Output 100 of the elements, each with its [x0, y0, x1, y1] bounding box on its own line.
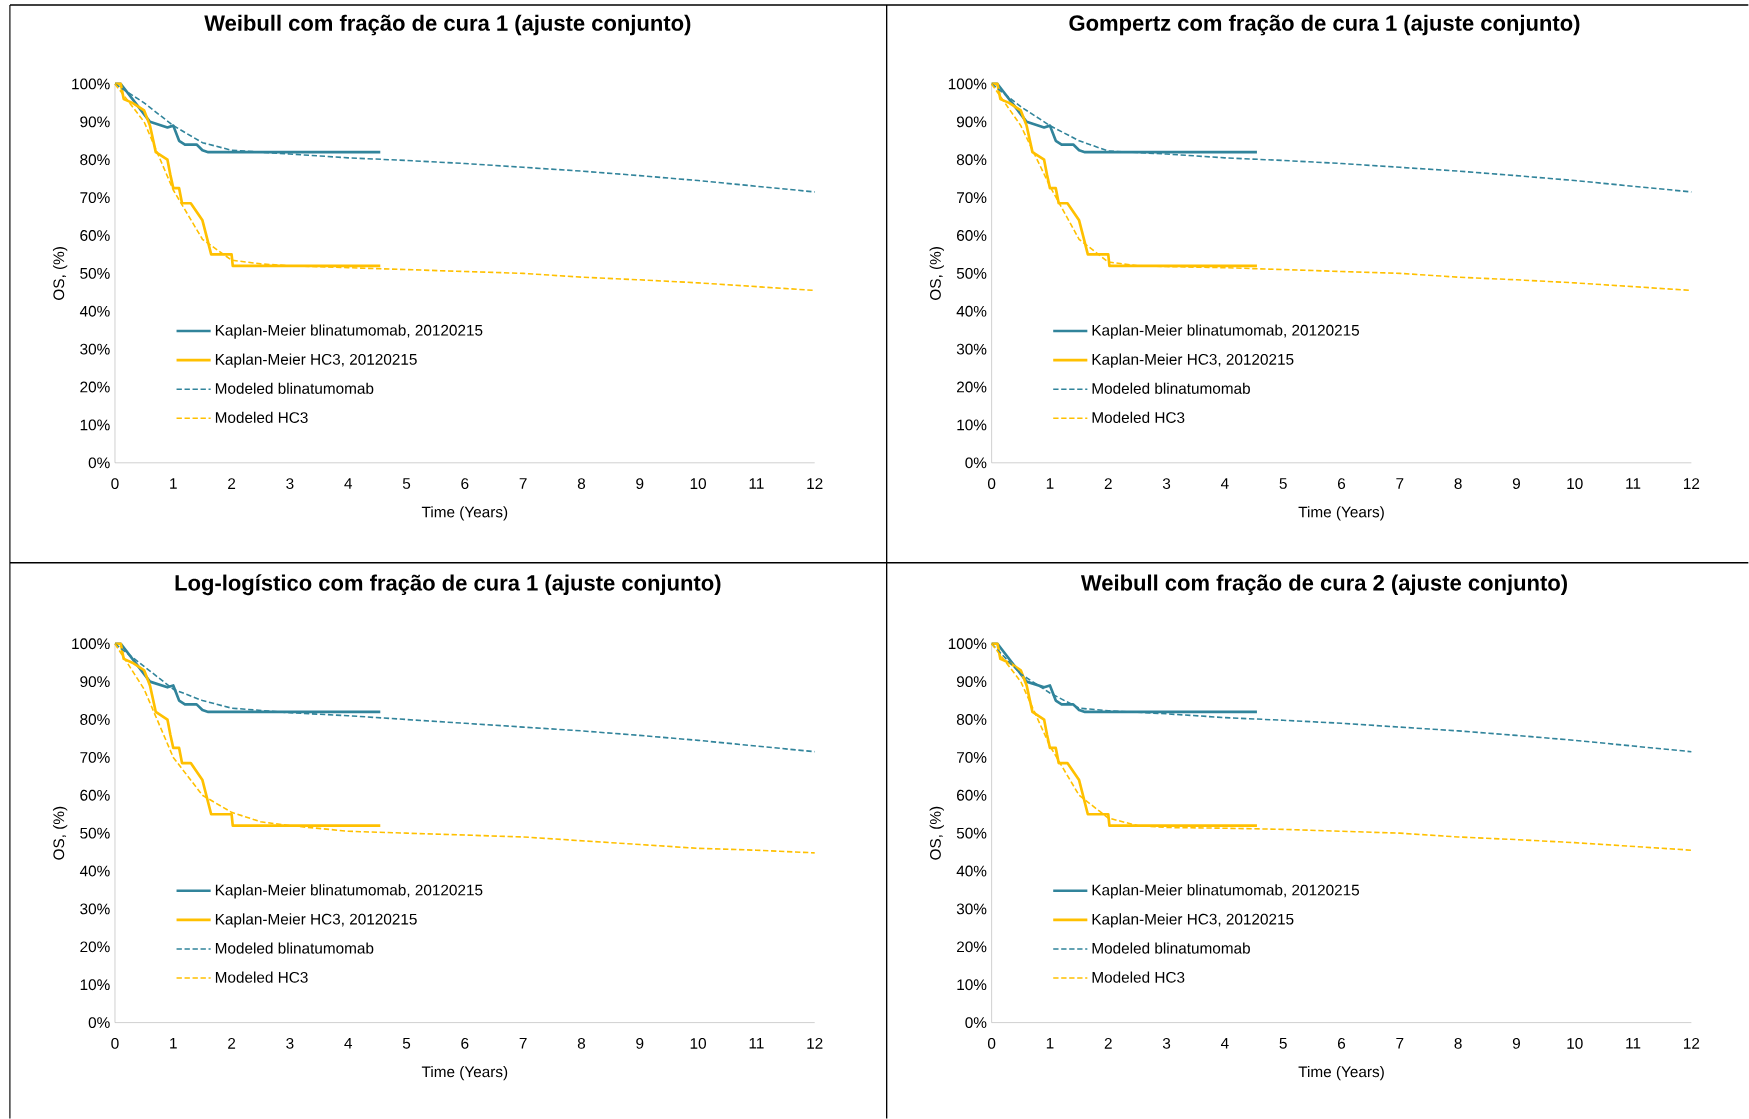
y-tick-label: 100%	[72, 638, 110, 650]
x-tick-label: 11	[749, 1037, 764, 1049]
x-tick-label: 2	[1104, 1037, 1112, 1049]
x-tick-label: 7	[519, 1037, 527, 1049]
legend-label: Kaplan-Meier HC3, 20120215	[215, 913, 417, 928]
x-tick-label: 9	[1512, 478, 1520, 489]
x-tick-label: 7	[519, 478, 527, 489]
x-tick-label: 3	[1162, 478, 1171, 489]
y-axis-title: OS, (%)	[52, 806, 68, 860]
chart-title: Weibull com fração de cura 1 (ajuste conjunto)	[204, 14, 691, 36]
y-tick-label: 80%	[80, 154, 110, 166]
x-axis-title: Time (Years)	[1298, 506, 1384, 521]
y-tick-label: 40%	[956, 865, 987, 877]
x-tick-label: 4	[1220, 478, 1229, 489]
legend-label: Modeled HC3	[215, 411, 308, 423]
x-tick-label: 1	[170, 478, 177, 489]
y-tick-label: 10%	[957, 419, 987, 431]
y-tick-label: 80%	[80, 713, 110, 725]
x-tick-label: 2	[228, 478, 236, 489]
x-tick-label: 5	[402, 478, 411, 489]
x-tick-label: 0	[987, 478, 996, 489]
x-tick-label: 12	[807, 478, 823, 489]
legend-label: Kaplan-Meier blinatumomab, 20120215	[215, 884, 483, 899]
y-tick-label: 70%	[80, 751, 110, 763]
x-tick-label: 8	[577, 1037, 586, 1049]
x-tick-label: 10	[690, 478, 706, 489]
x-tick-label: 3	[286, 1037, 294, 1049]
x-tick-label: 6	[1338, 1037, 1346, 1049]
y-tick-label: 0%	[965, 1017, 987, 1028]
y-tick-label: 40%	[79, 305, 110, 317]
x-tick-label: 3	[286, 478, 294, 489]
x-tick-label: 12	[807, 1037, 823, 1049]
y-tick-label: 50%	[80, 827, 110, 839]
y-tick-label: 100%	[948, 638, 987, 650]
legend-label: Kaplan-Meier HC3, 20120215	[1092, 913, 1294, 928]
x-tick-label: 1	[1046, 1037, 1054, 1049]
y-tick-label: 50%	[956, 267, 987, 279]
y-tick-label: 10%	[957, 979, 987, 991]
x-tick-label: 12	[1684, 1037, 1700, 1049]
y-tick-label: 60%	[80, 789, 110, 801]
y-tick-label: 30%	[956, 903, 987, 915]
y-tick-label: 70%	[957, 192, 987, 203]
legend-label: Modeled blinatumomab	[1092, 382, 1250, 394]
x-tick-label: 5	[402, 1037, 411, 1049]
x-axis-title: Time (Years)	[421, 506, 508, 521]
legend-label: Modeled HC3	[215, 971, 308, 983]
chart-title: Log-logístico com fração de cura 1 (ajuste conjunto)	[175, 574, 721, 596]
x-tick-label: 8	[1454, 478, 1462, 489]
legend-label: Kaplan-Meier blinatumomab, 20120215	[215, 324, 483, 339]
y-tick-label: 50%	[956, 827, 987, 839]
x-tick-label: 9	[1512, 1037, 1520, 1049]
legend-label: Modeled blinatumomab	[215, 382, 374, 394]
x-tick-label: 4	[1220, 1037, 1229, 1049]
legend-label: Modeled HC3	[1092, 411, 1185, 423]
x-axis-title: Time (Years)	[1298, 1065, 1384, 1081]
x-tick-label: 6	[461, 1037, 469, 1049]
x-tick-label: 11	[749, 478, 764, 489]
y-tick-label: 90%	[956, 676, 987, 687]
y-tick-label: 40%	[79, 865, 110, 877]
y-tick-label: 70%	[80, 192, 110, 203]
x-tick-label: 5	[1279, 1037, 1287, 1049]
x-tick-label: 3	[1162, 1037, 1171, 1049]
y-tick-label: 80%	[956, 154, 987, 166]
y-tick-label: 90%	[80, 676, 110, 687]
x-tick-label: 0	[111, 1037, 119, 1049]
legend-label: Modeled HC3	[1092, 971, 1185, 983]
x-tick-label: 8	[577, 478, 586, 489]
x-tick-label: 4	[344, 478, 353, 489]
legend-label: Modeled blinatumomab	[1092, 942, 1250, 954]
y-tick-label: 20%	[957, 381, 987, 393]
y-tick-label: 60%	[957, 229, 987, 241]
chart-title: Gompertz com fração de cura 1 (ajuste conjunto)	[1069, 14, 1580, 36]
y-tick-label: 60%	[80, 229, 110, 241]
x-tick-label: 7	[1396, 478, 1404, 489]
x-tick-label: 0	[987, 1037, 996, 1049]
y-tick-label: 10%	[80, 419, 110, 431]
y-axis-title: OS, (%)	[929, 806, 944, 860]
y-tick-label: 20%	[80, 381, 110, 393]
x-tick-label: 10	[1567, 478, 1583, 489]
y-axis-title: OS, (%)	[52, 246, 68, 300]
legend-label: Kaplan-Meier HC3, 20120215	[215, 353, 417, 368]
legend-label: Modeled blinatumomab	[215, 942, 374, 954]
x-tick-label: 9	[636, 1037, 644, 1049]
y-tick-label: 40%	[956, 305, 987, 317]
y-tick-label: 20%	[80, 941, 110, 953]
y-tick-label: 100%	[948, 78, 987, 90]
y-tick-label: 0%	[88, 1017, 110, 1028]
legend-label: Kaplan-Meier blinatumomab, 20120215	[1092, 884, 1360, 899]
y-tick-label: 30%	[956, 343, 987, 355]
y-tick-label: 20%	[957, 941, 987, 953]
x-tick-label: 2	[1104, 478, 1112, 489]
x-tick-label: 9	[636, 478, 644, 489]
y-tick-label: 80%	[956, 713, 987, 725]
x-tick-label: 2	[228, 1037, 236, 1049]
x-tick-label: 7	[1396, 1037, 1404, 1049]
x-tick-label: 12	[1684, 478, 1700, 489]
y-tick-label: 10%	[80, 979, 110, 991]
x-tick-label: 10	[690, 1037, 706, 1049]
y-tick-label: 0%	[965, 457, 987, 469]
y-tick-label: 30%	[80, 903, 110, 915]
